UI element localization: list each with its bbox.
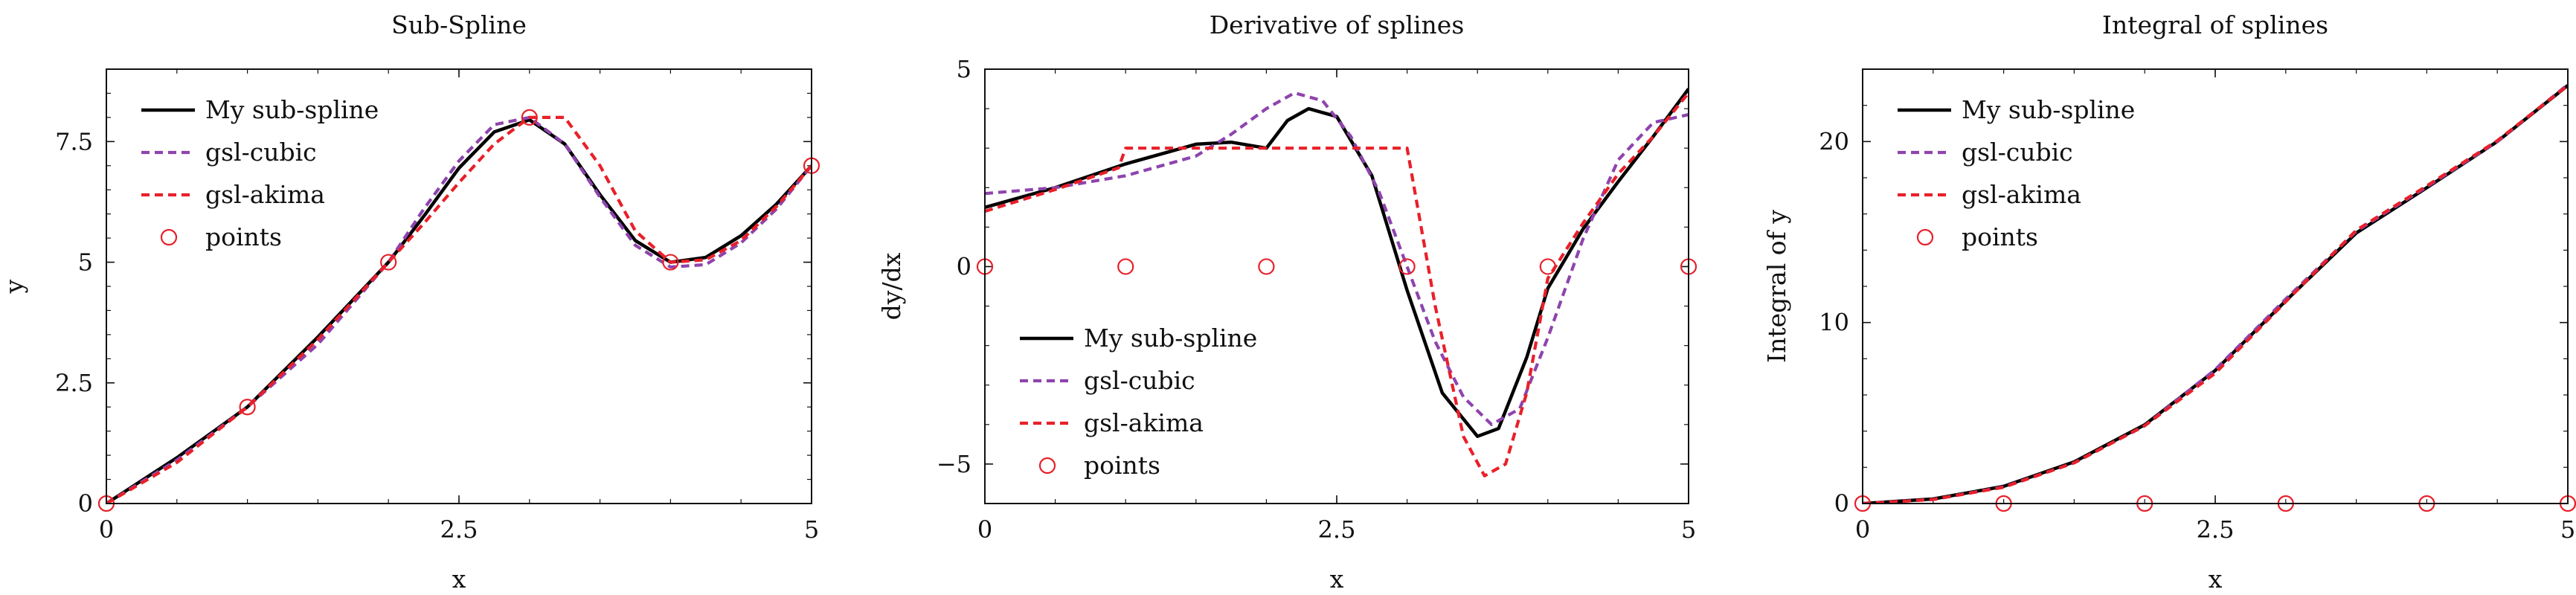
subspline-xtick-label: 2.5 xyxy=(440,515,478,544)
legend-label-gsl-cubic: gsl-cubic xyxy=(1962,138,2073,167)
derivative-ytick-label: 5 xyxy=(957,55,971,83)
integral-xlabel: x xyxy=(2209,565,2223,594)
subspline-panel: Sub-Spline 0 2.5 5 0 2.5 5 7.5 x y My sub-spline gs… xyxy=(0,10,820,594)
integral-title: Integral of splines xyxy=(2102,10,2328,39)
subspline-frame xyxy=(106,68,812,504)
integral-series-my-sub-spline xyxy=(1863,84,2568,504)
legend-marker-points xyxy=(160,228,178,246)
legend-label-gsl-akima: gsl-akima xyxy=(1084,408,1204,437)
integral-ylabel: Integral of y xyxy=(1762,210,1791,363)
legend-label-my-sub-spline: My sub-spline xyxy=(205,95,379,124)
integral-ytick-label: 0 xyxy=(1834,489,1849,518)
legend-label-gsl-cubic: gsl-cubic xyxy=(1084,366,1195,395)
integral-xtick-label: 2.5 xyxy=(2197,515,2235,544)
integral-ytick-label: 10 xyxy=(1819,309,1849,337)
subspline-xlabel: x xyxy=(452,565,466,594)
derivative-xtick-label: 2.5 xyxy=(1318,515,1356,544)
derivative-panel: Derivative of splines 0 2.5 5 −5 0 5 x dy/dx My s… xyxy=(877,10,1697,594)
subspline-ytick-label: 7.5 xyxy=(55,127,93,155)
subspline-point-marker xyxy=(380,254,397,271)
subspline-series-gsl-akima xyxy=(106,115,812,504)
legend-marker-points xyxy=(1916,228,1934,246)
legend-label-points: points xyxy=(1962,222,2038,251)
subspline-legend: My sub-spline gsl-cubic gsl-akima points xyxy=(141,95,379,251)
legend-label-gsl-akima: gsl-akima xyxy=(1962,180,2081,209)
subspline-point-marker xyxy=(239,399,256,416)
derivative-point-marker xyxy=(1117,258,1134,275)
derivative-legend: My sub-spline gsl-cubic gsl-akima points xyxy=(1020,324,1257,480)
integral-series-gsl-akima xyxy=(1863,84,2568,504)
legend-label-points: points xyxy=(1084,451,1160,480)
integral-panel: Integral of splines 0 2.5 5 0 10 20 x Integral o… xyxy=(1762,10,2576,594)
subspline-series-my-sub-spline xyxy=(106,118,812,504)
integral-frame xyxy=(1862,68,2569,504)
subspline-title: Sub-Spline xyxy=(391,10,527,39)
legend-label-my-sub-spline: My sub-spline xyxy=(1962,95,2135,124)
subspline-point-marker xyxy=(521,109,538,126)
integral-xtick-label: 5 xyxy=(2560,515,2575,544)
legend-label-points: points xyxy=(205,222,282,251)
derivative-xlabel: x xyxy=(1330,565,1344,594)
legend-marker-points xyxy=(1038,457,1056,475)
subspline-ytick-label: 2.5 xyxy=(55,369,93,397)
derivative-title: Derivative of splines xyxy=(1210,10,1465,39)
derivative-xtick-label: 0 xyxy=(977,515,992,544)
derivative-series-gsl-akima xyxy=(985,91,1689,477)
derivative-ytick-label: 0 xyxy=(957,252,971,280)
subspline-ytick-label: 5 xyxy=(78,248,93,277)
subspline-point-marker xyxy=(662,254,679,271)
integral-plot-area xyxy=(1863,83,2568,504)
integral-xtick-label: 0 xyxy=(1855,515,1870,544)
derivative-point-marker xyxy=(1258,258,1275,275)
subspline-ylabel: y xyxy=(0,279,28,294)
subspline-series-gsl-cubic xyxy=(106,115,812,504)
legend-label-gsl-akima: gsl-akima xyxy=(205,180,325,209)
legend-label-my-sub-spline: My sub-spline xyxy=(1084,324,1257,353)
legend-label-gsl-cubic: gsl-cubic xyxy=(205,138,317,167)
derivative-ytick-label: −5 xyxy=(937,450,971,478)
subspline-xtick-label: 5 xyxy=(804,515,819,544)
derivative-ylabel: dy/dx xyxy=(877,252,906,320)
derivative-frame xyxy=(984,68,1689,504)
derivative-series-my-sub-spline xyxy=(985,88,1689,438)
subspline-plot-area xyxy=(106,115,812,504)
subspline-xtick-label: 0 xyxy=(99,515,114,544)
integral-ytick-label: 20 xyxy=(1819,127,1849,155)
derivative-point-marker xyxy=(1398,258,1416,275)
derivative-series-gsl-cubic xyxy=(985,91,1689,426)
integral-legend: My sub-spline gsl-cubic gsl-akima points xyxy=(1898,95,2135,251)
derivative-xtick-label: 5 xyxy=(1681,515,1696,544)
subspline-ytick-label: 0 xyxy=(78,489,93,518)
derivative-plot-area xyxy=(985,88,1689,477)
derivative-point-marker xyxy=(1539,258,1556,275)
